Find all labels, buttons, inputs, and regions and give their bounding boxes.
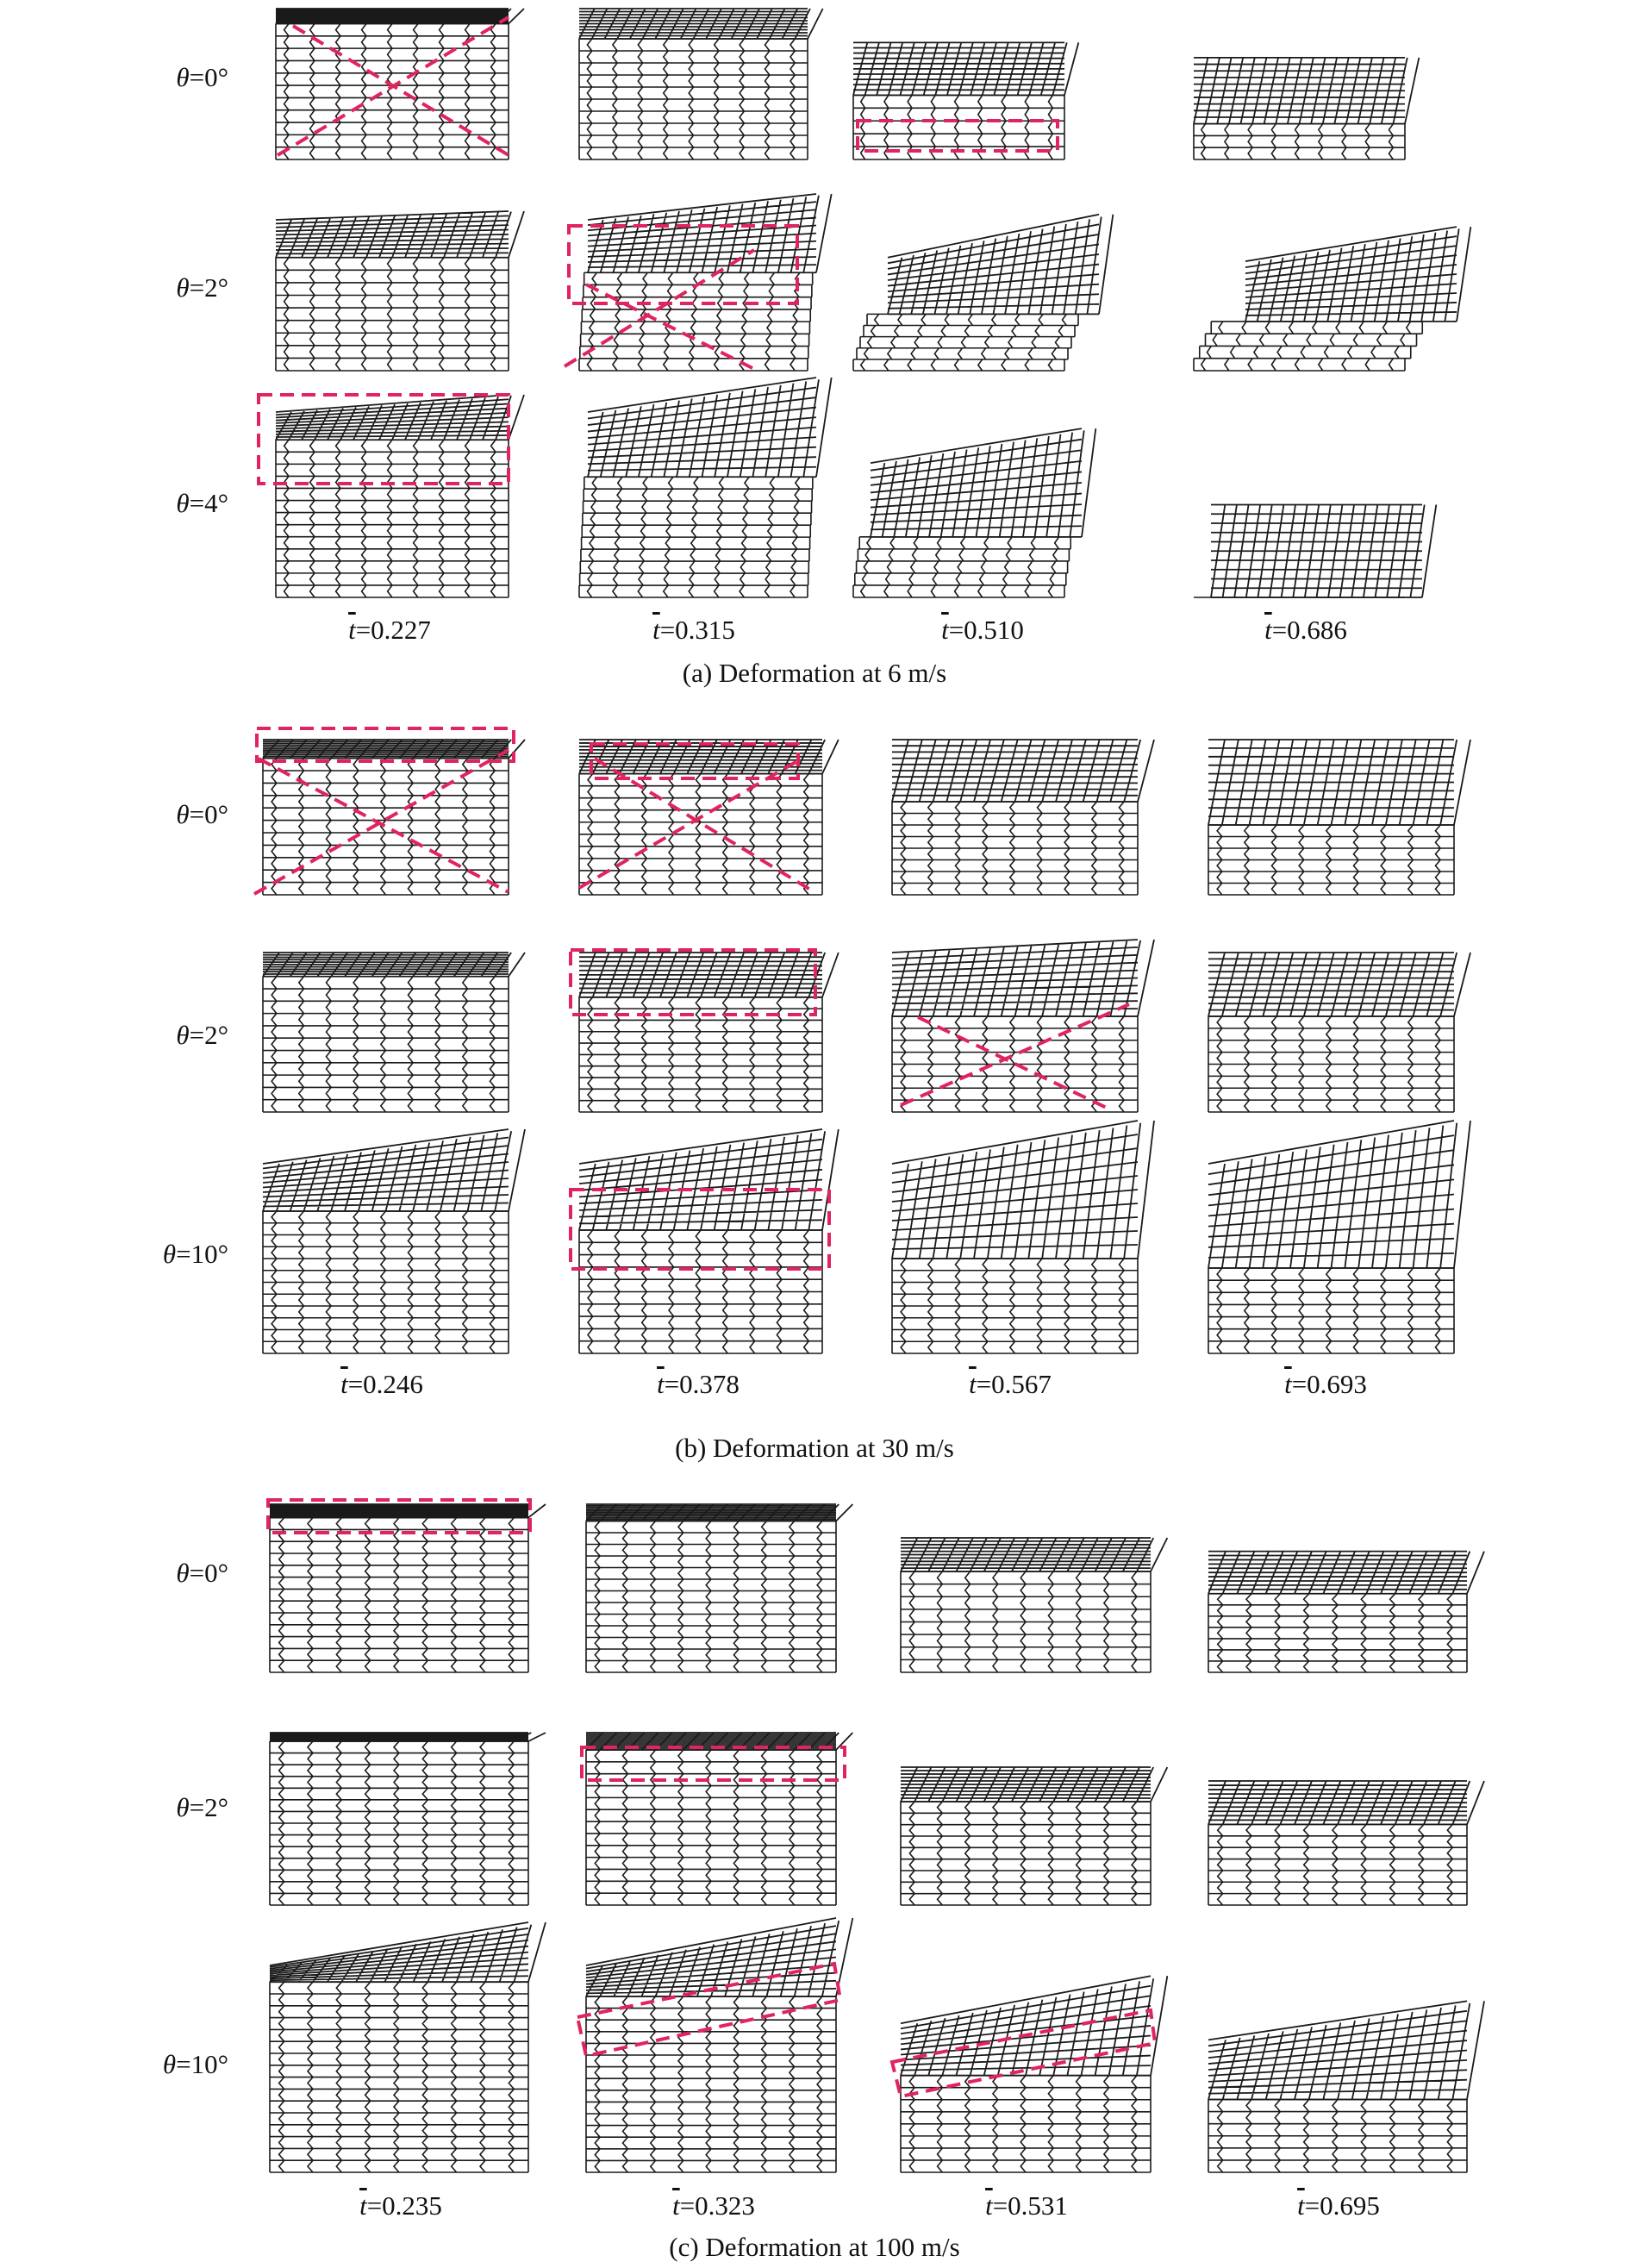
lattice-c-2-1 [585,1917,854,2173]
lattice-b-2-3 [1208,1120,1471,1354]
lattice-c-2-3 [1208,2000,1485,2173]
lattice-b-2-2 [891,1120,1155,1354]
lattice-b-0-2 [891,739,1155,896]
x-marker-b6 [917,1015,1113,1112]
row-label-c-1: θ=2° [176,1792,228,1822]
row-label-b-1: θ=2° [176,1020,228,1050]
lattice-c-1-3 [1208,1780,1485,1906]
time-label-c-2: t=0.531 [985,2190,1068,2221]
lattice-b-0-0 [262,739,526,896]
lattice-b-2-0 [262,1128,526,1354]
lattice-b-1-3 [1208,952,1471,1113]
lattice-c-1-2 [900,1766,1169,1906]
lattice-c-0-3 [1208,1550,1485,1673]
lattice-b-2-1 [578,1128,839,1354]
lattice-a-1-0 [275,210,525,372]
caption-a: (a) Deformation at 6 m/s [682,658,947,688]
lattice-b-1-0 [262,952,526,1113]
box-b-4 [569,1188,831,1271]
lattice-a-0-1 [578,8,824,160]
lattice-b-0-3 [1208,739,1471,896]
lattice-a-2-0 [275,394,525,598]
time-label-c-0: t=0.235 [359,2190,442,2221]
lattice-c-2-0 [269,1921,546,2173]
lattice-a-1-3 [1193,226,1472,372]
box-c-2 [580,1746,846,1782]
row-label-b-0: θ=0° [176,799,228,829]
box-a-1 [856,119,1059,153]
box-b-1 [255,727,515,763]
lattice-a-1-2 [852,213,1114,372]
time-label-b-3: t=0.693 [1284,1369,1367,1399]
lattice-c-1-1 [585,1732,853,1906]
lattice-a-0-2 [852,41,1080,160]
caption-b: (b) Deformation at 30 m/s [675,1433,954,1463]
time-label-c-1: t=0.323 [672,2190,755,2221]
lattice-a-2-3 [1194,503,1438,598]
lattice-b-1-2 [891,939,1155,1113]
time-label-b-0: t=0.246 [340,1369,423,1399]
box-c-1 [266,1498,532,1534]
time-label-a-3: t=0.686 [1264,615,1347,645]
x-marker-a3 [563,248,756,368]
time-label-b-1: t=0.378 [657,1369,740,1399]
row-label-a-1: θ=2° [176,272,228,303]
row-label-a-0: θ=0° [176,62,228,92]
time-label-b-2: t=0.567 [969,1369,1052,1399]
lattice-a-0-3 [1193,56,1420,160]
lattice-a-0-0 [275,8,525,160]
lattice-b-1-1 [578,952,839,1113]
x-marker-b [253,748,509,896]
time-label-c-3: t=0.695 [1297,2190,1380,2221]
x-marker-a2 [291,24,510,157]
box-a-2 [567,224,799,305]
lattice-a-2-2 [852,428,1097,598]
box-a-3 [257,393,510,485]
row-label-c-2: θ=10° [162,2049,228,2079]
row-label-c-0: θ=0° [176,1558,228,1588]
lattice-c-0-0 [269,1503,546,1673]
time-label-a-0: t=0.227 [348,615,431,645]
time-label-a-2: t=0.510 [941,615,1024,645]
lattice-a-1-1 [578,193,833,372]
x-marker-b2 [258,757,509,894]
row-label-b-2: θ=10° [162,1239,228,1269]
box-c-3 [575,1961,843,2059]
lattice-c-1-0 [269,1732,546,1906]
box-b-3 [569,948,817,1016]
lattice-a-2-1 [578,377,833,598]
box-c-4 [889,2008,1158,2099]
lattice-c-0-1 [585,1503,853,1673]
lattice-c-2-2 [900,1975,1169,2173]
box-b-2 [590,742,800,780]
caption-c: (c) Deformation at 100 m/s [669,2232,960,2262]
lattice-c-0-2 [900,1537,1169,1673]
time-label-a-1: t=0.315 [652,615,735,645]
row-label-a-2: θ=4° [176,488,228,518]
lattice-b-0-1 [578,739,839,896]
x-marker-a4 [585,283,755,371]
